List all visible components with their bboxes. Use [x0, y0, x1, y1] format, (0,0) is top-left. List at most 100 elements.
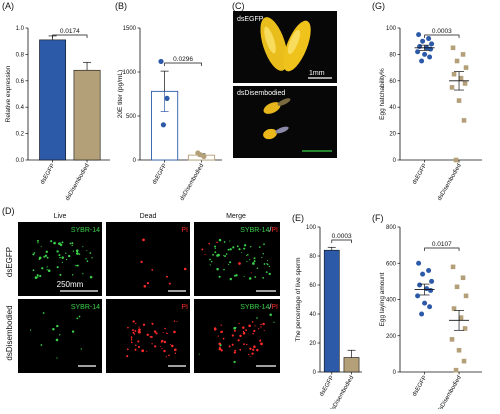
e-bar-1 — [343, 357, 360, 373]
dot-merge-egfp-r-5 — [208, 242, 210, 245]
dot-live-egfp-30 — [32, 253, 35, 256]
f-point-0-1 — [426, 268, 432, 273]
a-ytick-label-1: 0.2 — [16, 132, 25, 138]
dot-dead-dsdis-2 — [126, 348, 129, 351]
dot-dead-egfp-7 — [166, 275, 168, 278]
g-point-0-3 — [429, 41, 435, 47]
a-ytick-label-4: 0.8 — [16, 52, 25, 58]
dot-merge-egfp-g-35 — [254, 276, 257, 278]
stain-merge-egfp-green: SYBR-14 — [240, 227, 269, 234]
dot-merge-dsdis-r-32 — [219, 346, 221, 349]
g-ytick-label-2: 40 — [389, 105, 396, 111]
f-point-1-4 — [451, 306, 457, 311]
dot-dead-dsdis-23 — [154, 345, 157, 348]
a-sig-bracket — [52, 34, 88, 38]
dot-merge-dsdis-r-40 — [248, 324, 251, 328]
dot-merge-dsdis-r-7 — [249, 355, 251, 357]
dot-merge-egfp-g-52 — [228, 264, 230, 266]
dot-dead-dsdis-18 — [127, 326, 129, 329]
dot-live-egfp-54 — [39, 274, 42, 278]
dot-merge-dsdis-r-19 — [259, 339, 262, 342]
chart-f: 0 200 400 600 800 Egg laying amount dsEGFP dsDi… — [379, 225, 482, 414]
dot-merge-egfp-g-43 — [243, 247, 246, 250]
dot-merge-egfp-g-51 — [243, 275, 245, 278]
dot-merge-egfp-g-16 — [222, 255, 224, 257]
photo-dsdisembodied-label: dsDisembodied — [237, 90, 285, 97]
a-bar-1 — [73, 69, 101, 161]
dot-merge-dsdis-g-2 — [273, 321, 275, 323]
f-point-1-0 — [450, 264, 456, 270]
dot-dead-dsdis-39 — [165, 356, 167, 358]
dot-merge-dsdis-r-37 — [242, 330, 245, 333]
f-point-0-9 — [427, 304, 433, 310]
dot-live-egfp-42 — [45, 250, 49, 254]
b-ylabel: 20E titer (pg/mL) — [117, 70, 124, 118]
dot-live-egfp-17 — [71, 244, 73, 247]
dot-live-dsdis-9 — [76, 317, 79, 320]
dot-merge-dsdis-r-23 — [213, 327, 217, 331]
dot-dead-dsdis-10 — [130, 336, 133, 338]
dot-merge-egfp-g-50 — [268, 272, 271, 276]
dot-live-dsdis-1 — [52, 327, 55, 331]
dot-dead-dsdis-33 — [141, 349, 145, 353]
g-point-1-7 — [449, 85, 455, 90]
dot-merge-egfp-g-2 — [268, 265, 271, 268]
dot-live-egfp-21 — [61, 256, 64, 259]
dot-merge-egfp-g-1 — [212, 253, 215, 256]
micro-merge-dsdis — [194, 299, 280, 373]
g-point-0-7 — [415, 49, 421, 55]
micro-live-egfp — [18, 222, 102, 296]
dot-merge-dsdis-r-9 — [263, 329, 265, 332]
dot-merge-egfp-g-33 — [246, 254, 248, 256]
f-ytick-label-2: 400 — [386, 298, 397, 304]
f-point-0-8 — [422, 300, 428, 306]
dot-dead-dsdis-41 — [133, 333, 136, 335]
dot-dead-dsdis-24 — [173, 330, 176, 334]
g-point-1-3 — [463, 65, 469, 70]
dot-live-egfp-52 — [58, 254, 61, 257]
f-point-1-7 — [449, 337, 455, 342]
dot-live-egfp-34 — [86, 250, 88, 252]
dot-dead-dsdis-13 — [138, 328, 141, 332]
testis-right-shape — [283, 20, 311, 72]
panel-letter-e: (E) — [292, 213, 304, 223]
dot-live-egfp-4 — [71, 242, 74, 245]
dot-live-egfp-48 — [75, 264, 77, 267]
dot-dead-dsdis-31 — [138, 330, 141, 334]
dot-dead-dsdis-8 — [134, 348, 137, 351]
f-ytick-label-4: 800 — [386, 225, 397, 231]
dot-merge-dsdis-g-4 — [233, 326, 237, 330]
dot-merge-dsdis-r-29 — [260, 326, 262, 328]
dot-live-egfp-23 — [46, 269, 48, 271]
dot-merge-dsdis-g-0 — [233, 360, 236, 364]
dot-live-dsdis-2 — [55, 338, 59, 342]
f-point-1-2 — [454, 284, 460, 290]
f-ytick-label-0: 0 — [393, 370, 397, 376]
dot-dead-dsdis-21 — [132, 329, 134, 332]
dot-merge-egfp-g-39 — [229, 277, 233, 281]
a-bar-0 — [39, 39, 67, 161]
dot-merge-egfp-g-15 — [263, 243, 265, 246]
dot-dead-dsdis-20 — [137, 340, 140, 343]
panel-letter-g: (G) — [372, 1, 385, 11]
dot-live-dsdis-7 — [59, 334, 61, 336]
dot-merge-dsdis-r-33 — [260, 342, 263, 346]
dot-merge-dsdis-r-11 — [260, 323, 262, 326]
f-xtick-label-0: dsEGFP — [412, 375, 429, 398]
dot-merge-dsdis-r-5 — [251, 352, 254, 355]
dot-merge-egfp-g-11 — [214, 245, 217, 248]
dot-live-egfp-26 — [76, 264, 79, 267]
col-title-merge: Merge — [226, 213, 246, 220]
dot-live-egfp-33 — [59, 243, 63, 247]
dot-merge-egfp-g-20 — [238, 248, 241, 251]
dot-dead-dsdis-4 — [173, 348, 177, 352]
g-xtick-label-1: dsDisembodied — [437, 163, 463, 202]
dot-merge-dsdis-g-3 — [198, 353, 200, 355]
dot-dead-egfp-1 — [143, 285, 147, 288]
dot-merge-dsdis-r-12 — [254, 325, 256, 327]
dot-merge-egfp-g-54 — [266, 263, 268, 265]
dot-live-egfp-15 — [85, 258, 87, 260]
panel-letter-c: (C) — [232, 1, 245, 11]
g-ytick-label-5: 100 — [386, 26, 397, 32]
chart-e: 0 20 40 60 80 100 The percentage of live sperm… — [295, 225, 362, 414]
